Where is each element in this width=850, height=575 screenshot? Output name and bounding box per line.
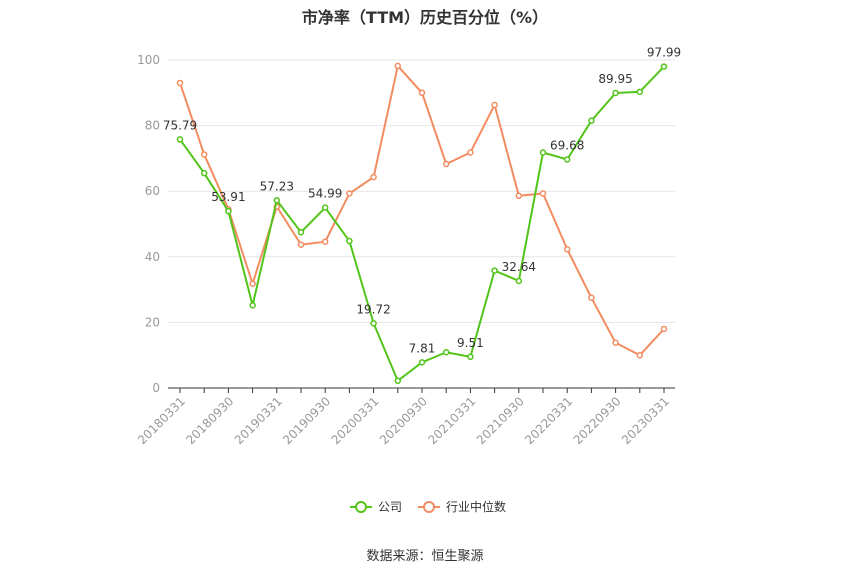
data-label: 7.81 bbox=[409, 341, 436, 355]
series-line bbox=[179, 63, 665, 357]
data-point bbox=[660, 63, 668, 70]
y-tick-label: 0 bbox=[152, 381, 160, 395]
data-point bbox=[491, 267, 498, 274]
data-point bbox=[346, 190, 353, 197]
data-point bbox=[660, 325, 668, 333]
data-label: 9.51 bbox=[457, 336, 484, 350]
x-tick-label: 20200331 bbox=[329, 394, 382, 447]
data-label: 54.99 bbox=[308, 187, 342, 201]
data-point bbox=[612, 339, 619, 346]
y-tick-label: 100 bbox=[137, 53, 160, 67]
data-point bbox=[321, 204, 329, 211]
data-point bbox=[588, 117, 595, 124]
legend-label: 公司 bbox=[378, 500, 402, 514]
x-tick-label: 20180331 bbox=[135, 394, 188, 447]
data-point bbox=[563, 246, 571, 253]
data-label: 89.95 bbox=[598, 72, 632, 86]
data-point bbox=[225, 207, 232, 215]
data-point bbox=[321, 238, 329, 245]
data-label: 19.72 bbox=[356, 302, 390, 316]
data-point bbox=[467, 353, 474, 361]
data-point bbox=[515, 192, 523, 200]
data-point bbox=[176, 79, 184, 87]
data-point bbox=[418, 359, 426, 366]
x-tick-label: 20210331 bbox=[425, 394, 478, 447]
data-point bbox=[539, 190, 547, 197]
data-point bbox=[539, 149, 547, 156]
data-label: 57.23 bbox=[260, 179, 294, 193]
x-tick-label: 20180930 bbox=[183, 394, 236, 447]
data-point bbox=[418, 89, 426, 97]
data-point bbox=[370, 173, 377, 181]
data-point bbox=[612, 89, 619, 97]
data-point bbox=[346, 237, 353, 245]
data-point bbox=[467, 149, 474, 156]
data-point bbox=[636, 88, 644, 96]
data-label: 97.99 bbox=[647, 46, 681, 60]
data-source: 数据来源：恒生聚源 bbox=[366, 549, 484, 564]
data-label: 32.64 bbox=[502, 260, 536, 274]
data-point bbox=[394, 377, 402, 385]
data-point bbox=[200, 151, 208, 158]
x-tick-label: 20220331 bbox=[522, 394, 575, 447]
data-point bbox=[563, 156, 571, 163]
data-label: 75.79 bbox=[163, 118, 197, 132]
series-line bbox=[179, 65, 665, 383]
data-point bbox=[442, 348, 450, 356]
x-tick-label: 20190930 bbox=[280, 394, 333, 447]
legend-marker bbox=[355, 501, 367, 513]
y-tick-label: 80 bbox=[145, 119, 160, 133]
x-tick-label: 20220930 bbox=[571, 394, 624, 447]
data-point bbox=[636, 351, 644, 359]
y-tick-label: 40 bbox=[145, 250, 160, 264]
x-tick-label: 20190331 bbox=[232, 394, 285, 447]
data-point bbox=[249, 302, 256, 309]
data-point bbox=[249, 280, 256, 287]
data-point bbox=[370, 320, 377, 327]
data-point bbox=[273, 197, 281, 204]
x-tick-label: 20200930 bbox=[377, 394, 430, 447]
data-point bbox=[442, 160, 450, 168]
data-point bbox=[297, 228, 305, 236]
legend-marker bbox=[423, 501, 435, 513]
y-tick-label: 60 bbox=[145, 184, 160, 198]
x-tick-label: 20210930 bbox=[474, 394, 527, 447]
legend-label: 行业中位数 bbox=[446, 499, 506, 514]
data-label: 53.91 bbox=[211, 190, 245, 204]
chart-title: 市净率（TTM）历史百分位（%） bbox=[301, 8, 549, 27]
data-point bbox=[394, 62, 402, 70]
data-point bbox=[515, 277, 523, 285]
data-point bbox=[588, 294, 595, 302]
data-point bbox=[176, 136, 184, 143]
data-point bbox=[491, 101, 498, 109]
x-tick-label: 20230331 bbox=[619, 394, 672, 447]
data-point bbox=[200, 169, 208, 177]
data-point bbox=[297, 241, 305, 248]
y-tick-label: 20 bbox=[145, 315, 160, 329]
data-label: 69.68 bbox=[550, 138, 584, 152]
